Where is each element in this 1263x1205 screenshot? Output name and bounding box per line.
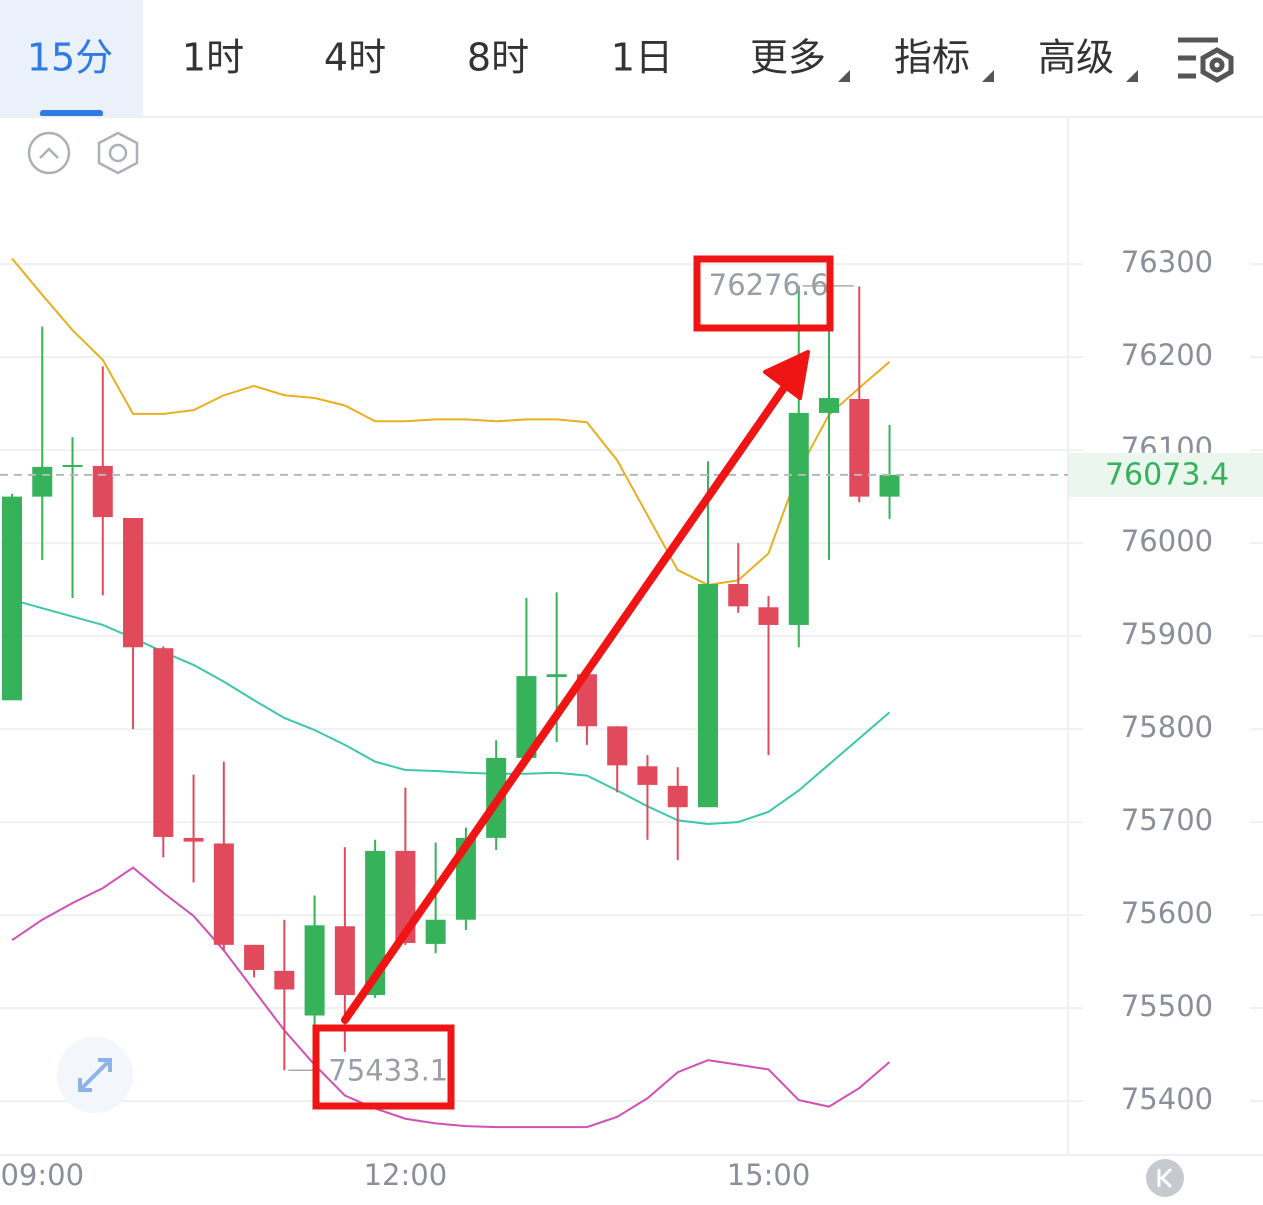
- tab[interactable]: 1日: [611, 36, 673, 80]
- candle-body: [879, 474, 900, 497]
- candle-body: [637, 766, 658, 785]
- candle-body: [697, 584, 718, 808]
- candle-body: [607, 726, 628, 766]
- y-tick-label: 75500: [1121, 989, 1213, 1023]
- y-tick-label: 75800: [1121, 710, 1213, 744]
- candle-body: [153, 648, 174, 837]
- tab-arrows: [838, 70, 1138, 82]
- candle-body: [244, 944, 265, 970]
- tab[interactable]: 4时: [324, 36, 386, 80]
- band-line: [11, 866, 891, 1129]
- candle-body: [728, 584, 749, 607]
- plot: 7540075500756007570075800759007600076100…: [0, 245, 1263, 1192]
- candle-body: [819, 398, 840, 413]
- candle-body: [365, 850, 386, 996]
- collapse-icon[interactable]: [27, 131, 71, 175]
- candle-body: [546, 674, 567, 678]
- y-tick-label: 75900: [1121, 617, 1213, 651]
- tab[interactable]: 15分: [27, 36, 113, 80]
- x-tick-label: 15:00: [727, 1158, 811, 1192]
- candle-body: [304, 925, 325, 1016]
- trend-arrow: [341, 368, 799, 1024]
- candle-body: [92, 465, 113, 518]
- tab[interactable]: 更多: [750, 36, 826, 80]
- candle-body: [334, 926, 355, 996]
- candle-body: [213, 843, 234, 945]
- candle-body: [123, 518, 144, 648]
- x-tick-label: 12:00: [364, 1158, 448, 1192]
- y-tick-label: 76000: [1121, 524, 1213, 558]
- active-tab-bg: [0, 0, 143, 117]
- tab[interactable]: 高级: [1038, 36, 1114, 80]
- candle-body: [849, 398, 870, 497]
- min-label: 75433.1: [328, 1053, 448, 1087]
- candle-body: [425, 919, 446, 944]
- candle-body: [576, 674, 597, 727]
- highlight-box: [693, 255, 834, 332]
- candle-body: [758, 607, 779, 625]
- candle-body: [62, 465, 83, 467]
- tab[interactable]: 1时: [182, 36, 244, 80]
- scroll-end-icon[interactable]: [1146, 1159, 1184, 1197]
- max-label: 76276.6: [709, 268, 829, 302]
- candle-body: [183, 837, 204, 842]
- last-price-label: 76073.4: [1105, 457, 1229, 492]
- y-tick-label: 76300: [1121, 245, 1213, 279]
- y-tick-label: 75400: [1121, 1082, 1213, 1116]
- active-tab-indicator: [40, 110, 103, 117]
- settings-icon[interactable]: [1178, 37, 1234, 83]
- y-tick-label: 76200: [1121, 338, 1213, 372]
- trend-arrowhead: [763, 350, 810, 400]
- x-tick-label: 09:00: [0, 1158, 84, 1192]
- candle-body: [788, 412, 809, 625]
- y-tick-label: 75700: [1121, 803, 1213, 837]
- candle-body: [32, 466, 53, 497]
- y-tick-label: 75600: [1121, 896, 1213, 930]
- band-line: [11, 257, 891, 586]
- candle-body: [274, 970, 295, 990]
- indicator-settings-icon[interactable]: [97, 131, 139, 175]
- expand-icon[interactable]: [57, 1037, 133, 1113]
- band-line: [11, 598, 891, 825]
- tab[interactable]: 8时: [467, 36, 529, 80]
- candle-body: [2, 496, 22, 701]
- last-price-tag: [1069, 452, 1263, 497]
- tab[interactable]: 指标: [894, 36, 970, 80]
- highlight-box: [312, 1024, 455, 1110]
- candle-body: [667, 785, 688, 808]
- candle-body: [516, 676, 537, 758]
